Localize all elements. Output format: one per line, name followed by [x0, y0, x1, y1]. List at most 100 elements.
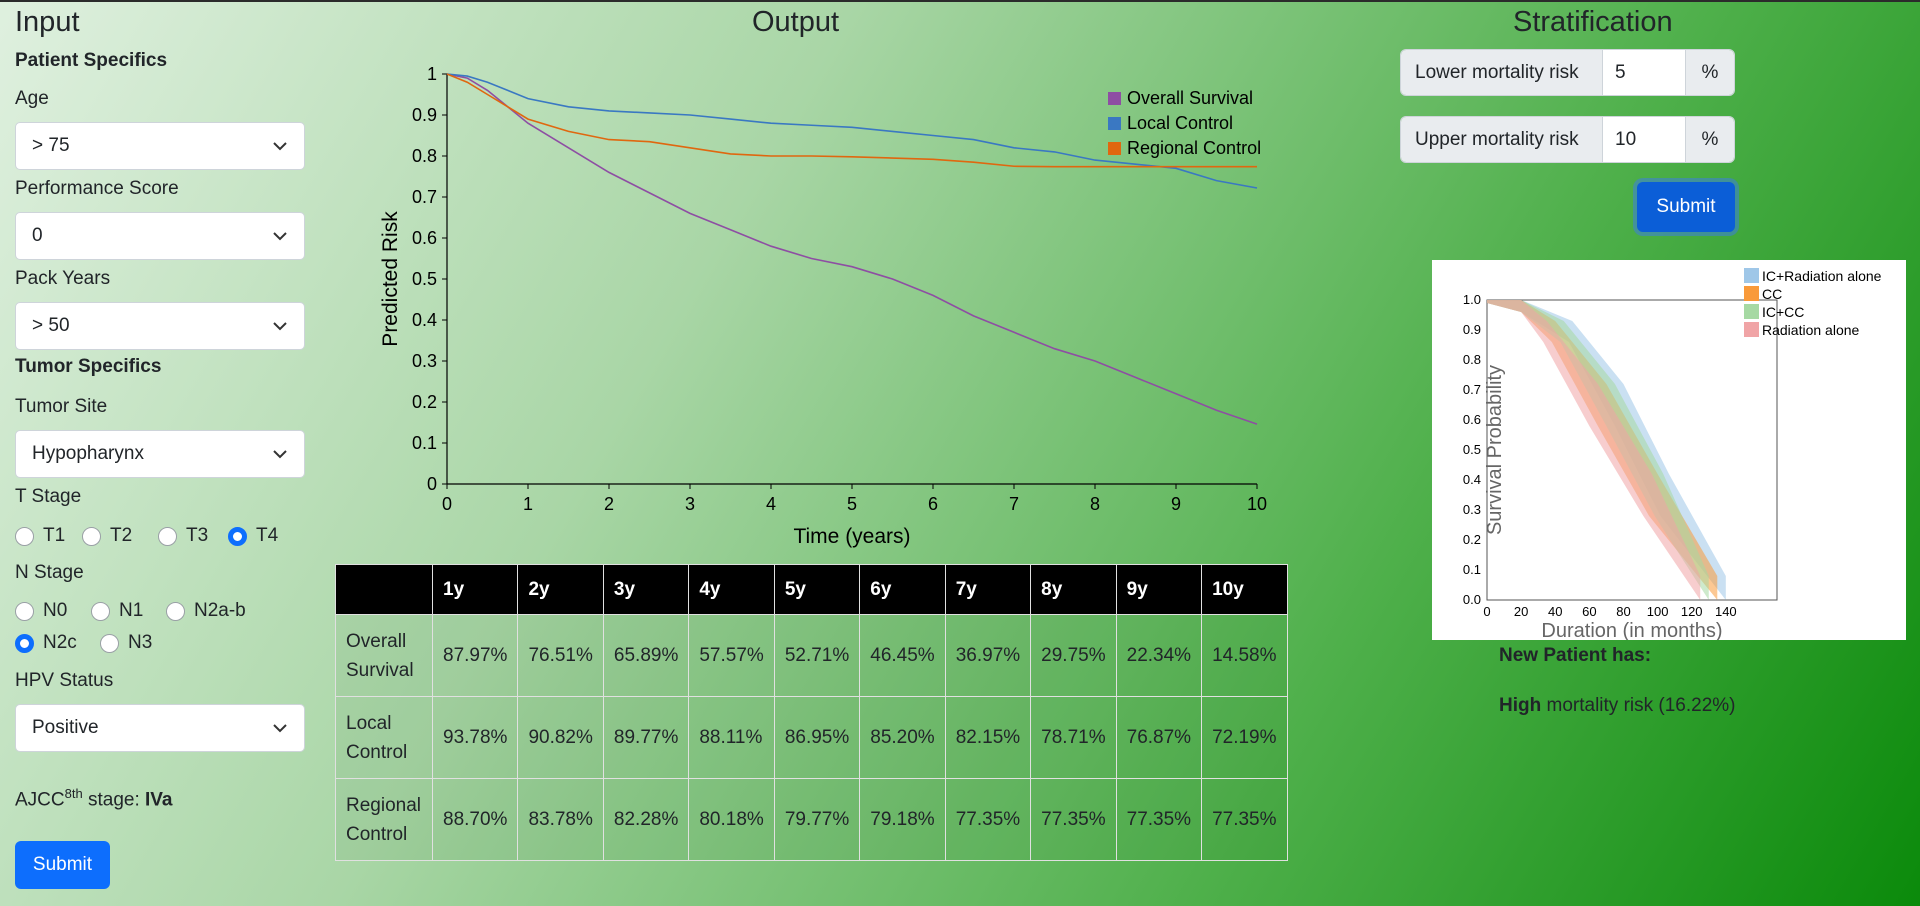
km-y-tick: 0.7	[1463, 382, 1481, 397]
upper-risk-label: Upper mortality risk	[1401, 117, 1603, 162]
t-stage-radio-t4[interactable]: T4	[228, 525, 278, 547]
y-tick-label: 0.8	[412, 146, 437, 166]
table-cell: 82.15%	[944, 696, 1032, 779]
km-x-tick: 40	[1548, 604, 1562, 619]
ajcc-stage-value: IVa	[145, 789, 173, 811]
y-tick-label: 0	[427, 474, 437, 494]
radio-label: N2a-b	[194, 600, 246, 621]
performance-score-value: 0	[32, 225, 43, 246]
t-stage-radio-t1[interactable]: T1	[15, 525, 65, 547]
chevron-down-icon	[273, 724, 287, 733]
tumor-specifics-heading: Tumor Specifics	[15, 356, 162, 377]
radio-dot[interactable]	[166, 601, 185, 621]
table-cell: 65.89%	[602, 614, 690, 697]
age-select[interactable]: > 75	[15, 122, 305, 170]
km-legend-swatch	[1744, 304, 1759, 319]
n-stage-radio-n3[interactable]: N3	[100, 632, 152, 654]
t-stage-radio-t3[interactable]: T3	[158, 525, 208, 547]
n-stage-radio-n2c[interactable]: N2c	[15, 632, 77, 654]
upper-risk-group: Upper mortality risk 10 %	[1400, 116, 1735, 163]
radio-dot[interactable]	[158, 526, 177, 546]
performance-score-label: Performance Score	[15, 178, 179, 199]
row-label: Local Control	[335, 696, 433, 779]
x-axis-label: Time (years)	[793, 525, 910, 548]
series-line-1	[446, 73, 1258, 189]
t-stage-label: T Stage	[15, 486, 82, 507]
km-y-label: Survival Probability	[1484, 365, 1506, 535]
km-plot-image: 0.0 0.1 0.2 0.3 0.4 0.5 0.6 0.7 0.8 0.9 1.0 0 20 40 60…	[1432, 260, 1906, 642]
radio-dot[interactable]	[100, 633, 119, 653]
km-legend-swatch	[1744, 286, 1759, 301]
lower-risk-label: Lower mortality risk	[1401, 50, 1603, 95]
table-cell: 83.78%	[517, 778, 604, 861]
input-submit-button[interactable]: Submit	[15, 841, 110, 889]
x-tick-label: 4	[766, 494, 776, 514]
table-header-cell: 6y	[859, 564, 946, 615]
km-y-tick: 0.8	[1463, 352, 1481, 367]
performance-score-select[interactable]: 0	[15, 212, 305, 260]
n-stage-radio-n2a-b[interactable]: N2a-b	[166, 600, 246, 622]
km-y-tick: 0.9	[1463, 322, 1481, 337]
x-tick-label: 6	[928, 494, 938, 514]
km-x-tick: 60	[1582, 604, 1596, 619]
radio-dot[interactable]	[15, 601, 34, 621]
km-x-tick: 80	[1616, 604, 1630, 619]
legend-swatch	[1108, 92, 1121, 105]
table-cell: 52.71%	[773, 614, 861, 697]
stratification-submit-button[interactable]: Submit	[1637, 182, 1735, 232]
x-tick-label: 0	[442, 494, 452, 514]
y-tick-label: 0.5	[412, 269, 437, 289]
result-heading: New Patient has:	[1499, 645, 1652, 666]
km-legend-label: IC+CC	[1762, 304, 1804, 320]
tumor-site-select[interactable]: Hypopharynx	[15, 430, 305, 478]
km-band-3	[1487, 300, 1701, 600]
hpv-status-select[interactable]: Positive	[15, 704, 305, 752]
km-x-tick: 100	[1647, 604, 1669, 619]
radio-dot[interactable]	[15, 526, 34, 546]
radio-dot[interactable]	[82, 526, 101, 546]
table-cell: 88.11%	[688, 696, 775, 779]
y-tick-label: 0.7	[412, 187, 437, 207]
radio-dot[interactable]	[15, 633, 34, 653]
table-cell: 57.57%	[688, 614, 775, 697]
table-cell: 80.18%	[688, 778, 775, 861]
lower-risk-group: Lower mortality risk 5 %	[1400, 49, 1735, 96]
x-tick-label: 8	[1090, 494, 1100, 514]
result-text: High mortality risk (16.22%)	[1499, 695, 1736, 716]
hpv-status-value: Positive	[32, 717, 99, 738]
t-stage-radio-t2[interactable]: T2	[82, 525, 132, 547]
table-header-cell: 5y	[773, 564, 861, 615]
radio-label: T3	[186, 525, 209, 546]
y-tick-label: 0.1	[412, 433, 437, 453]
table-header-cell: 4y	[688, 564, 775, 615]
table-cell: 90.82%	[517, 696, 604, 779]
km-y-tick: 0.1	[1463, 562, 1481, 577]
legend-swatch	[1108, 117, 1121, 130]
pack-years-select[interactable]: > 50	[15, 302, 305, 350]
row-label: Overall Survival	[335, 614, 433, 697]
table-cell: 79.18%	[859, 778, 946, 861]
km-y-tick: 0.5	[1463, 442, 1481, 457]
pack-years-value: > 50	[32, 315, 70, 336]
km-legend-label: Radiation alone	[1762, 322, 1860, 338]
radio-dot[interactable]	[228, 526, 247, 546]
n-stage-radio-n0[interactable]: N0	[15, 600, 67, 622]
x-tick-label: 3	[685, 494, 695, 514]
km-legend-swatch	[1744, 268, 1759, 283]
result-level: High	[1499, 695, 1542, 716]
lower-risk-input[interactable]: 5	[1603, 50, 1686, 95]
km-legend-swatch	[1744, 322, 1759, 337]
km-y-tick: 0.6	[1463, 412, 1481, 427]
radio-dot[interactable]	[91, 601, 110, 621]
table-header-row: 1y 2y 3y 4y 5y 6y 7y 8y 9y 10y	[335, 564, 1288, 615]
top-border	[0, 0, 1920, 2]
upper-risk-input[interactable]: 10	[1603, 117, 1686, 162]
table-cell: 77.35%	[1030, 778, 1117, 861]
chevron-down-icon	[273, 232, 287, 241]
km-x-tick: 0	[1483, 604, 1490, 619]
table-cell: 29.75%	[1030, 614, 1117, 697]
chevron-down-icon	[273, 322, 287, 331]
table-cell: 77.35%	[1201, 778, 1288, 861]
n-stage-radio-n1[interactable]: N1	[91, 600, 143, 622]
table-cell: 77.35%	[944, 778, 1032, 861]
